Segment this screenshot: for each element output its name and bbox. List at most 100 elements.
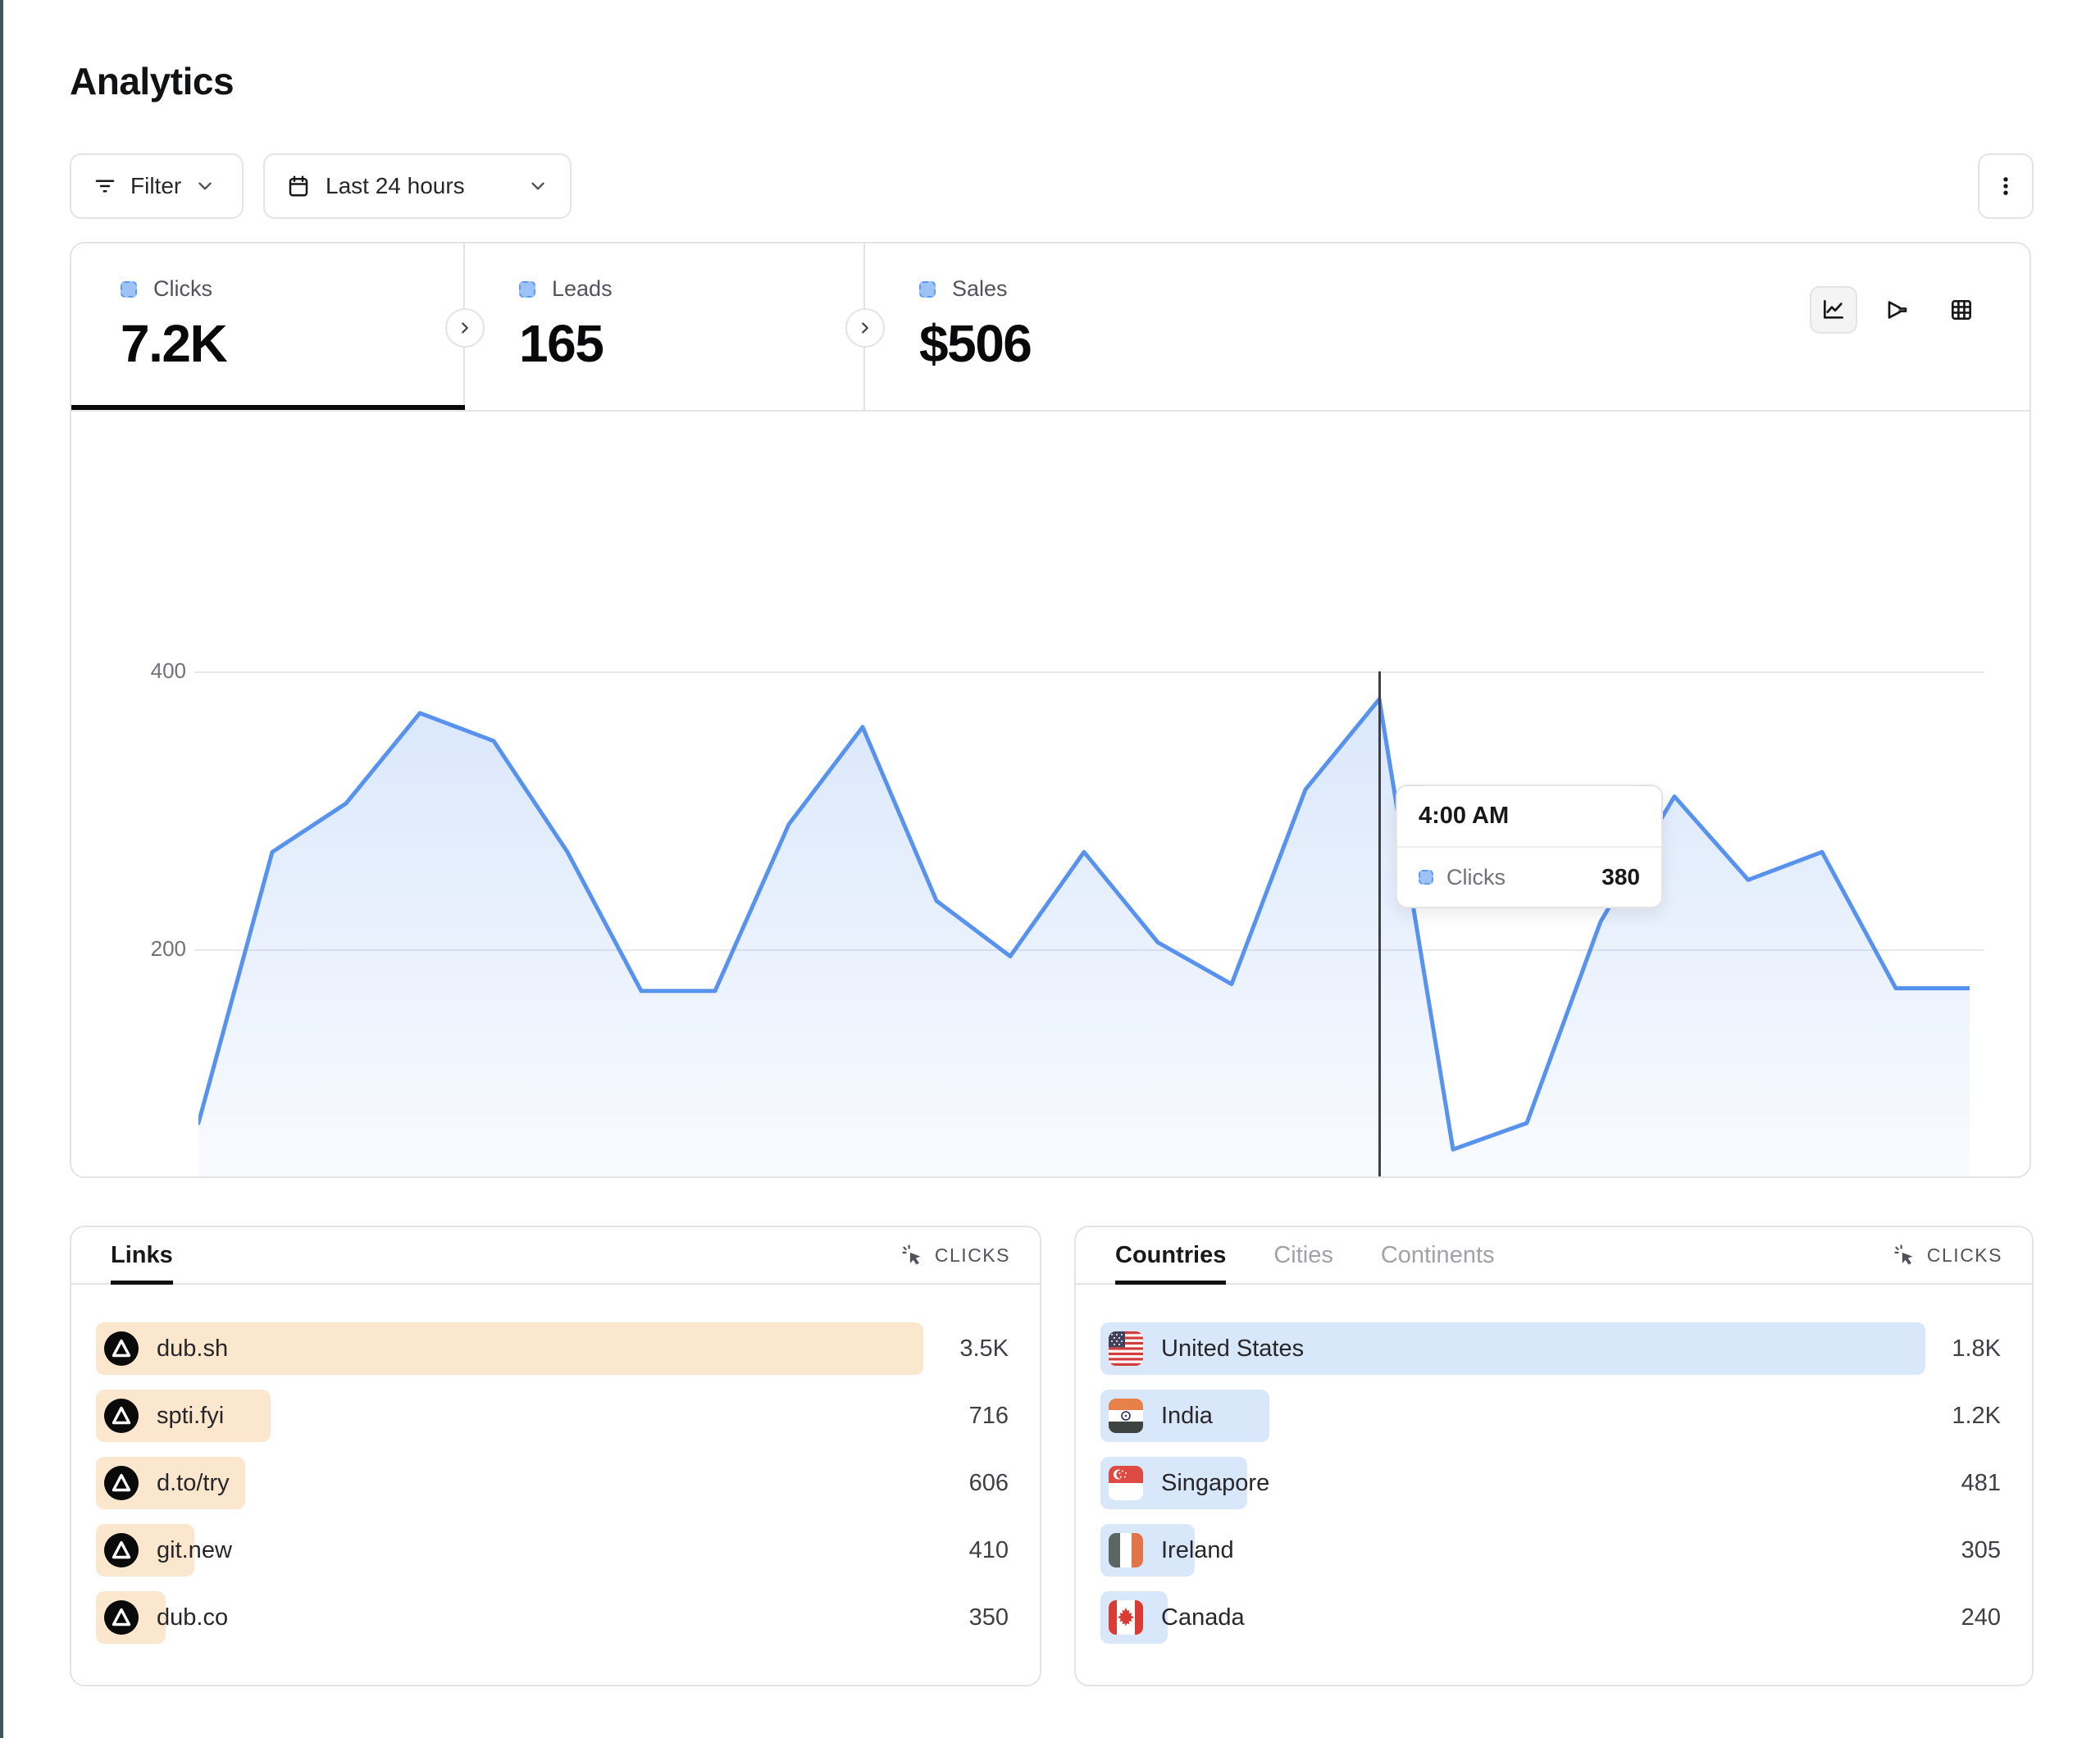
tab-countries[interactable]: Countries (1115, 1227, 1227, 1285)
list-item-label: United States (1161, 1335, 1305, 1362)
view-table-button[interactable] (1938, 286, 1985, 334)
countries-panel-header: Countries Cities Continents CLICKS (1076, 1227, 2032, 1285)
dub-logo-icon (104, 1600, 139, 1635)
flag-ie-icon (1109, 1533, 1143, 1567)
links-metric-header[interactable]: CLICKS (900, 1227, 1010, 1283)
dub-logo-icon (104, 1331, 139, 1366)
list-item[interactable]: Ireland 305 (1100, 1524, 2007, 1576)
list-item-value: 716 (968, 1402, 1009, 1429)
dub-logo-icon (104, 1533, 139, 1567)
tab-leads[interactable]: Leads 165 (465, 243, 865, 410)
tab-links[interactable]: Links (111, 1227, 173, 1285)
list-item-value: 410 (968, 1536, 1009, 1563)
list-item[interactable]: d.to/try 606 (96, 1457, 1015, 1509)
stat-label-leads: Leads (552, 276, 613, 301)
filter-icon (93, 174, 117, 198)
countries-panel: Countries Cities Continents CLICKS (1074, 1226, 2034, 1686)
kebab-menu-icon (1994, 175, 2017, 198)
list-item[interactable]: dub.co 350 (96, 1591, 1015, 1644)
list-item[interactable]: spti.fyi 716 (96, 1390, 1015, 1442)
area-chart-svg (198, 697, 1970, 1176)
flag-singapore-icon (1109, 1466, 1143, 1500)
links-panel-header: Links CLICKS (71, 1227, 1040, 1285)
flag-us-icon (1109, 1331, 1143, 1366)
y-axis-tick-label: 200 (150, 936, 186, 961)
filter-button[interactable]: Filter (70, 153, 244, 219)
flag-sg-icon (1109, 1466, 1143, 1500)
clicks-series-swatch (1419, 870, 1433, 885)
more-options-button[interactable] (1978, 153, 2034, 219)
line-chart-icon (1824, 300, 1843, 319)
chart-view-switcher (1810, 286, 1985, 334)
tab-countries-label: Countries (1115, 1241, 1227, 1268)
list-item-value: 3.5K (959, 1335, 1009, 1362)
countries-list: United States 1.8K India 1.2K Singapore 481 Ir… (1076, 1285, 2032, 1644)
clicks-area-chart[interactable]: 02004004:00 PM8:00 PM12:00 AM4:00 AM8:00… (71, 412, 2029, 1176)
analytics-card: Clicks 7.2K Leads 165 Sales $506 (70, 242, 2031, 1178)
list-item-label: Singapore (1161, 1469, 1270, 1496)
list-item-value: 240 (1961, 1604, 2001, 1631)
tooltip-time: 4:00 AM (1397, 786, 1661, 848)
date-range-button[interactable]: Last 24 hours (263, 153, 572, 219)
list-item-value: 350 (968, 1604, 1009, 1631)
tab-clicks[interactable]: Clicks 7.2K (71, 243, 465, 410)
date-range-label: Last 24 hours (326, 173, 465, 198)
stat-value-sales: $506 (919, 314, 1032, 373)
view-funnel-chart-button[interactable] (1874, 286, 1921, 334)
active-tab-underline (71, 405, 465, 410)
list-item[interactable]: United States 1.8K (1100, 1322, 2007, 1375)
leads-series-swatch (519, 280, 535, 298)
dub-logo-icon (104, 1399, 139, 1433)
chart-tooltip: 4:00 AM Clicks 380 (1396, 785, 1663, 908)
list-item-label: d.to/try (157, 1469, 230, 1496)
countries-metric-header[interactable]: CLICKS (1893, 1227, 2002, 1283)
list-item[interactable]: Canada 240 (1100, 1591, 2007, 1644)
calendar-icon (286, 174, 311, 198)
dub-logo-icon (104, 1331, 139, 1366)
view-line-chart-button[interactable] (1810, 286, 1857, 334)
clicks-series-swatch (121, 280, 137, 298)
tooltip-series-label: Clicks (1446, 864, 1506, 889)
chevron-right-icon (862, 322, 868, 334)
expand-sales-button[interactable] (845, 308, 885, 348)
list-item[interactable]: git.new 410 (96, 1524, 1015, 1576)
links-panel: Links CLICKS dub.sh 3.5K spti.fyi 716 d.to/t… (70, 1226, 1041, 1686)
flag-us-icon (1109, 1331, 1143, 1366)
list-item-label: Canada (1161, 1604, 1245, 1631)
stat-label-sales: Sales (952, 276, 1008, 301)
list-item-label: git.new (157, 1536, 232, 1563)
funnel-chart-icon (1888, 301, 1907, 319)
list-item[interactable]: India 1.2K (1100, 1390, 2007, 1442)
chevron-down-icon (194, 175, 216, 197)
value-bar (96, 1322, 923, 1375)
cursor-click-icon (900, 1243, 925, 1267)
expand-leads-button[interactable] (445, 308, 485, 348)
chart-area-fill (198, 698, 1970, 1176)
filter-button-label: Filter (130, 173, 182, 198)
flag-ca-icon (1109, 1600, 1143, 1635)
links-list: dub.sh 3.5K spti.fyi 716 d.to/try 606 git.new 4… (71, 1285, 1040, 1644)
window-left-edge (0, 0, 3, 1738)
tab-continents[interactable]: Continents (1381, 1227, 1495, 1283)
list-item-value: 305 (1961, 1536, 2001, 1563)
tab-cities-label: Cities (1273, 1241, 1333, 1268)
stats-row: Clicks 7.2K Leads 165 Sales $506 (71, 243, 2029, 412)
list-item-value: 1.8K (1952, 1335, 2001, 1362)
list-item[interactable]: dub.sh 3.5K (96, 1322, 1015, 1375)
sales-series-swatch (919, 280, 936, 298)
chevron-down-icon (527, 175, 549, 197)
stat-value-clicks: 7.2K (121, 314, 228, 373)
list-item-value: 481 (1961, 1469, 2001, 1496)
dub-logo-icon (104, 1466, 139, 1500)
tab-links-label: Links (111, 1241, 173, 1268)
tab-sales[interactable]: Sales $506 (865, 243, 2029, 410)
stat-label-clicks: Clicks (153, 276, 212, 301)
flag-india-icon (1109, 1399, 1143, 1433)
chart-line (198, 697, 1970, 1152)
list-item[interactable]: Singapore 481 (1100, 1457, 2007, 1509)
dub-logo-icon (104, 1466, 139, 1500)
tab-cities[interactable]: Cities (1273, 1227, 1333, 1283)
flag-in-icon (1109, 1399, 1143, 1433)
tab-continents-label: Continents (1380, 1241, 1495, 1268)
